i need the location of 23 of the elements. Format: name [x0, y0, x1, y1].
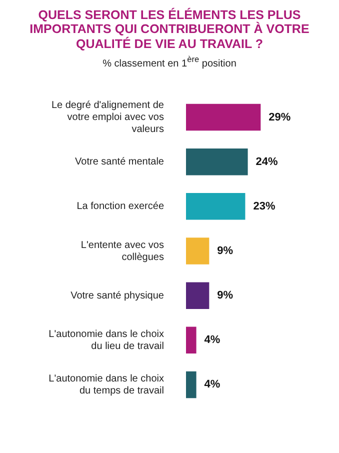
- data-label: 23%: [253, 200, 276, 213]
- bar: [186, 238, 210, 265]
- data-label: 4%: [204, 379, 220, 392]
- data-label: 4%: [204, 334, 220, 347]
- bar: [186, 104, 261, 132]
- y-tick-label: L'autonomie dans le choix du lieu de travail: [48, 329, 164, 352]
- bar: [186, 148, 248, 176]
- y-tick-label: Le degré d'alignement de votre emploi avec vos valeurs: [51, 100, 164, 136]
- bar: [186, 282, 210, 310]
- data-label: 9%: [217, 290, 234, 302]
- y-tick-label: Votre santé physique: [70, 290, 164, 302]
- y-tick-label: L'autonomie dans le choix du temps de travail: [48, 374, 164, 397]
- data-label: 24%: [256, 156, 278, 168]
- y-tick-label: L'entente avec vos collègues: [80, 240, 164, 264]
- y-tick-label: La fonction exercée: [76, 202, 164, 213]
- bar: [186, 372, 196, 399]
- data-label: 29%: [268, 112, 291, 124]
- bar: [186, 327, 196, 354]
- chart-subtitle: % classement en 1$^{ère}$ position: [102, 54, 238, 70]
- bar: [186, 194, 246, 220]
- y-tick-label: Votre santé mentale: [75, 157, 164, 168]
- data-label: 9%: [217, 245, 234, 258]
- chart-title: QUELS SERONT LES ÉLÉMENTS LES PLUS IMPORTANTS QUI CONTRIBUERONT À VOTRE QUALITÉ DE VIE AU TRAVAIL ?: [28, 8, 310, 52]
